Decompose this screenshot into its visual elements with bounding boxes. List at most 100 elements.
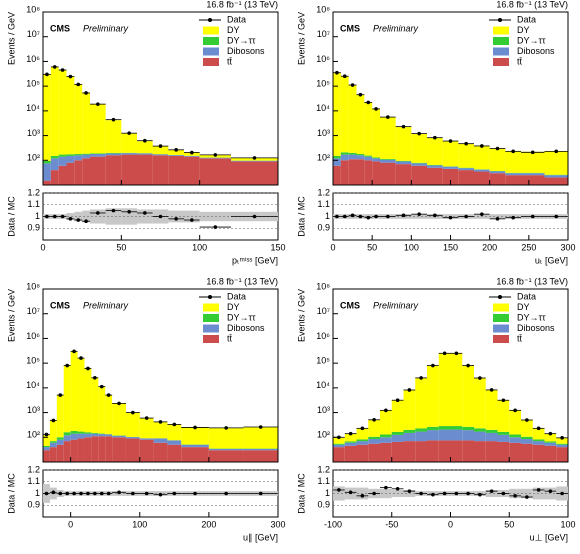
x-axis-label: uₜ [GeV] — [535, 255, 568, 265]
legend-swatch — [203, 335, 219, 343]
hist-segment — [82, 92, 90, 154]
hist-segment — [497, 400, 510, 432]
hist-segment — [344, 445, 357, 462]
ratio-uncertainty — [82, 210, 90, 223]
data-point — [511, 149, 515, 154]
data-point — [52, 65, 57, 69]
hist-segment — [556, 444, 568, 448]
data-point — [419, 376, 423, 380]
hist-segment — [380, 410, 392, 435]
ratio-uncertainty — [105, 208, 122, 225]
hist-segment — [153, 438, 168, 443]
legend-label: Data — [227, 291, 246, 301]
data-point — [106, 393, 111, 397]
legend-label: DY — [227, 302, 240, 312]
x-tick-label: 250 — [521, 242, 536, 252]
data-point — [433, 135, 437, 140]
y-tick-label: 10² — [317, 430, 330, 440]
data-point — [44, 432, 49, 437]
x-axis-label: pₜᵐⁱˢˢ [GeV] — [232, 255, 278, 265]
y-tick-label: 10⁵ — [26, 356, 40, 366]
data-point — [401, 124, 406, 129]
panel: 10² 10³ 10⁴ 10⁵ 10⁶ 10⁷ 10⁸ Events / GeV 0.9 1 1.1… — [6, 276, 285, 542]
hist-segment — [411, 133, 427, 163]
hist-segment — [521, 419, 533, 437]
hist-segment — [474, 428, 486, 432]
hist-segment — [243, 427, 278, 449]
hist-segment — [84, 437, 92, 462]
hist-segment — [208, 448, 244, 451]
legend-swatch — [493, 26, 509, 35]
lumi-label: 16.8 fb⁻¹ (13 TeV) — [206, 0, 278, 9]
hist-segment — [84, 433, 92, 438]
hist-segment — [403, 432, 416, 442]
hist-segment — [462, 430, 474, 441]
data-point — [72, 349, 76, 354]
hist-segment — [442, 166, 459, 169]
hist-segment — [474, 431, 486, 442]
data-point — [258, 425, 263, 429]
hist-segment — [415, 377, 427, 429]
hist-segment — [485, 432, 498, 442]
ratio-point — [96, 211, 100, 215]
ratio-point — [342, 214, 347, 219]
hist-segment — [112, 435, 126, 438]
x-tick-label: 100 — [192, 242, 207, 252]
ratio-point — [350, 213, 355, 218]
hist-segment — [411, 163, 427, 166]
legend-label: Data — [517, 291, 536, 301]
ratio-point — [489, 489, 494, 493]
hist-segment — [91, 432, 99, 434]
y-tick-label: 10³ — [317, 128, 330, 138]
data-point — [144, 416, 149, 420]
hist-segment — [344, 441, 357, 443]
hist-segment — [364, 155, 373, 157]
y-tick-label: 10⁶ — [26, 331, 40, 341]
hist-segment — [152, 146, 169, 155]
ratio-point — [480, 212, 484, 216]
data-point — [111, 117, 116, 122]
x-tick-label: 300 — [560, 242, 575, 252]
ratio-point — [374, 214, 378, 219]
hist-segment — [380, 159, 396, 163]
x-tick-label: 150 — [443, 242, 458, 252]
ratio-point — [111, 208, 116, 213]
ratio-point — [530, 214, 535, 219]
ratio-uncertainty — [485, 489, 498, 498]
hist-segment — [49, 442, 57, 448]
data-point — [93, 376, 97, 380]
hist-segment — [243, 448, 278, 451]
ratio-tick-label: 1.1 — [27, 476, 40, 486]
hist-segment — [509, 434, 521, 438]
hist-segment — [474, 146, 490, 170]
hist-segment — [348, 154, 357, 160]
hist-segment — [105, 153, 122, 156]
hist-segment — [544, 177, 568, 185]
y-axis-label: Events / GeV — [296, 12, 306, 65]
ratio-tick-label: 1.2 — [27, 464, 40, 474]
hist-segment — [82, 153, 90, 155]
hist-segment — [50, 158, 59, 171]
legend-swatch — [203, 47, 219, 56]
data-point — [358, 92, 363, 97]
hist-segment — [505, 151, 521, 173]
hist-segment — [415, 428, 427, 432]
hist-segment — [372, 158, 380, 162]
ratio-tick-label: 1.1 — [317, 476, 330, 486]
legend-label: DY→ττ — [517, 35, 546, 45]
legend-swatch — [203, 314, 219, 322]
x-tick-label: 150 — [270, 242, 285, 252]
data-point — [495, 146, 500, 151]
hist-segment — [91, 433, 99, 437]
ratio-point — [158, 214, 163, 219]
hist-segment — [333, 444, 345, 448]
hist-segment — [509, 442, 521, 462]
legend-label: DY — [517, 302, 530, 312]
hist-segment — [105, 436, 113, 462]
ratio-point — [384, 485, 388, 490]
hist-segment — [532, 444, 545, 462]
legend-label: DY→ττ — [517, 312, 546, 322]
hist-segment — [90, 153, 106, 154]
hist-segment — [395, 161, 412, 165]
data-point — [58, 393, 63, 397]
